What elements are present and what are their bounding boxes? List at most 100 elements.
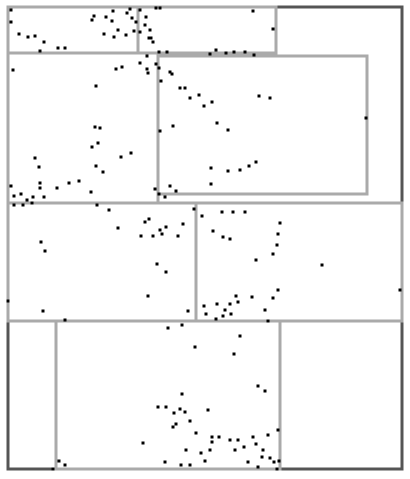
data-point (252, 53, 256, 57)
data-point (11, 68, 15, 72)
data-point (156, 405, 160, 409)
data-point (236, 438, 240, 442)
data-point (193, 345, 197, 349)
data-point (154, 6, 158, 10)
data-point (67, 181, 71, 185)
data-point (223, 308, 227, 312)
region-rect-7 (54, 319, 282, 471)
data-point (226, 128, 230, 132)
data-point (42, 40, 46, 44)
data-point (56, 46, 60, 50)
data-point (200, 214, 204, 218)
data-point (174, 422, 178, 426)
data-point (93, 125, 97, 129)
data-point (94, 164, 98, 168)
data-point (160, 232, 164, 236)
data-point (178, 86, 182, 90)
data-point (228, 438, 232, 442)
data-point (6, 299, 10, 303)
data-point (158, 129, 162, 133)
data-point (271, 252, 275, 256)
region-rect-4 (156, 54, 369, 196)
data-point (164, 405, 168, 409)
data-point (188, 419, 192, 423)
data-point (57, 459, 61, 463)
data-point (55, 186, 59, 190)
region-rect-3 (6, 51, 160, 205)
data-point (38, 49, 42, 53)
data-point (159, 79, 163, 83)
data-point (208, 448, 212, 452)
data-point (229, 312, 233, 316)
data-point (164, 270, 168, 274)
data-point (251, 435, 255, 439)
data-point (130, 16, 134, 20)
data-point (153, 187, 157, 191)
data-point (276, 428, 280, 432)
data-point (125, 11, 129, 15)
data-point (233, 448, 237, 452)
data-point (398, 288, 402, 292)
data-point (107, 208, 111, 212)
data-point (9, 8, 13, 12)
data-point (228, 237, 232, 241)
data-point (184, 448, 188, 452)
data-point (92, 14, 96, 18)
data-point (268, 96, 272, 100)
data-point (199, 451, 203, 455)
data-point (166, 326, 170, 330)
data-point (25, 198, 29, 202)
data-point (208, 52, 212, 56)
data-point (12, 203, 16, 207)
data-point (263, 308, 267, 312)
data-point (204, 312, 208, 316)
data-point (145, 54, 149, 58)
data-point (179, 463, 183, 467)
data-point (164, 225, 168, 229)
data-point (215, 302, 219, 306)
data-point (209, 166, 213, 170)
data-point (17, 32, 21, 36)
data-point (260, 455, 264, 459)
data-point (202, 104, 206, 108)
data-point (220, 210, 224, 214)
data-point (228, 302, 232, 306)
data-point (116, 226, 120, 230)
data-point (148, 28, 152, 32)
data-point (39, 240, 43, 244)
data-point (188, 463, 192, 467)
data-point (147, 217, 151, 221)
data-point (21, 203, 25, 207)
data-point (174, 189, 178, 193)
data-point (165, 50, 169, 54)
data-point (143, 23, 147, 27)
data-point (171, 124, 175, 128)
data-point (90, 145, 94, 149)
data-point (210, 100, 214, 104)
data-point (134, 20, 138, 24)
data-point (51, 467, 55, 471)
data-point (138, 8, 142, 12)
data-point (43, 249, 47, 253)
data-point (183, 86, 187, 90)
data-point (232, 352, 236, 356)
data-point (268, 456, 272, 460)
data-point (254, 442, 258, 446)
data-point (176, 234, 180, 238)
data-point (211, 229, 215, 233)
data-point (203, 459, 207, 463)
data-point (95, 203, 99, 207)
data-point (221, 314, 225, 318)
data-point (31, 195, 35, 199)
data-point (163, 195, 167, 199)
data-point (145, 67, 149, 71)
data-point (104, 15, 108, 19)
data-point (243, 210, 247, 214)
data-point (172, 411, 176, 415)
region-rectangles-layer (6, 5, 404, 471)
data-point (257, 94, 261, 98)
data-point (277, 459, 281, 463)
region-rect-6 (194, 201, 404, 323)
data-point (278, 221, 282, 225)
data-point (232, 50, 236, 54)
